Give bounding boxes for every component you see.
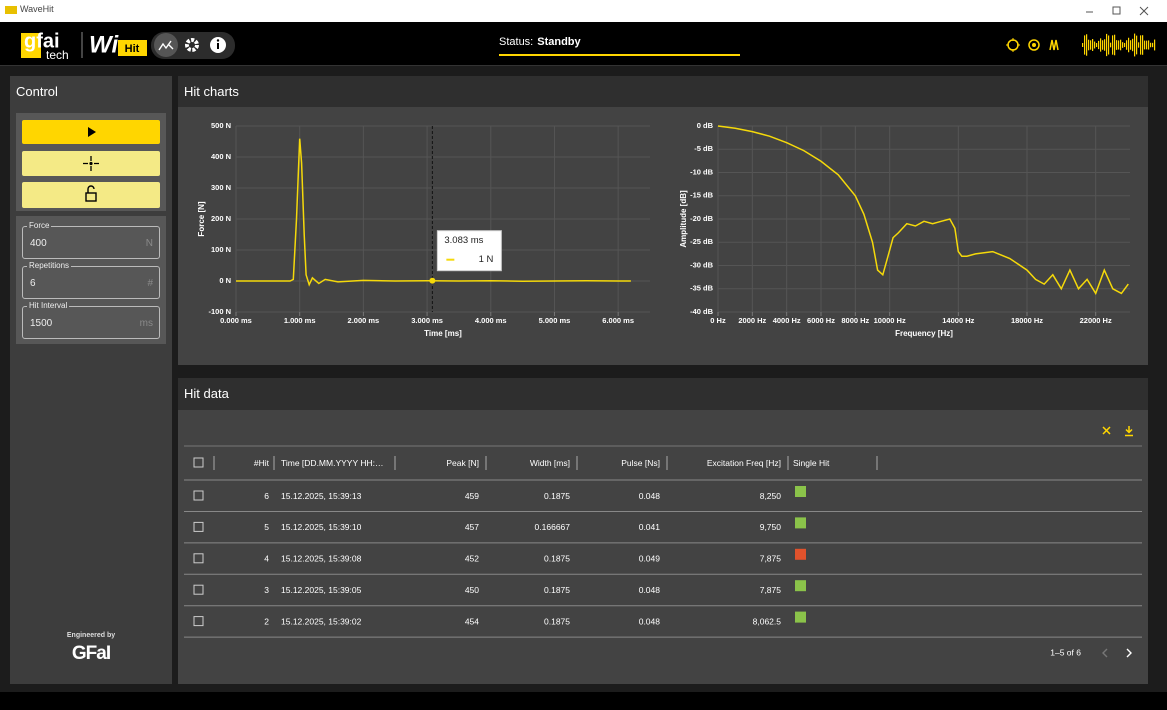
lock-button[interactable] [22, 182, 160, 208]
input-field[interactable] [22, 306, 160, 339]
field-unit: ms [139, 318, 153, 329]
panel-header [178, 378, 1148, 410]
window-controls[interactable] [1080, 4, 1160, 18]
input-field[interactable] [22, 266, 160, 299]
start-button[interactable] [22, 120, 160, 144]
panel-header [178, 76, 1148, 107]
window-title: WaveHit [20, 4, 54, 14]
bottom-bar [0, 692, 1167, 710]
field-label: Hit Interval [27, 301, 70, 310]
header-bar [0, 22, 1167, 66]
panel-title: Hit charts [184, 84, 239, 99]
status: Status: Standby [499, 36, 581, 48]
field-value: 6 [30, 278, 36, 289]
panel-title: Hit data [184, 386, 229, 401]
status-label: Status: [499, 36, 534, 48]
field-unit: # [147, 278, 153, 289]
field-unit: N [145, 238, 153, 249]
footer-label: Engineered by [66, 632, 116, 639]
input-field[interactable] [22, 226, 160, 259]
panel-title: Control [16, 84, 58, 99]
field-value: 400 [30, 238, 47, 249]
field-label: Repetitions [27, 261, 72, 270]
status-value: Standby [537, 36, 581, 48]
hit-data-panel [178, 378, 1148, 684]
footer-logo: GFaI [71, 643, 111, 664]
hit-charts-panel [178, 76, 1148, 365]
field-label: Force [27, 221, 52, 230]
title-bar: WaveHit [0, 0, 1167, 22]
center-button[interactable] [22, 151, 160, 176]
app-icon [5, 6, 17, 14]
field-value: 1500 [30, 318, 53, 329]
field-group [16, 216, 166, 344]
